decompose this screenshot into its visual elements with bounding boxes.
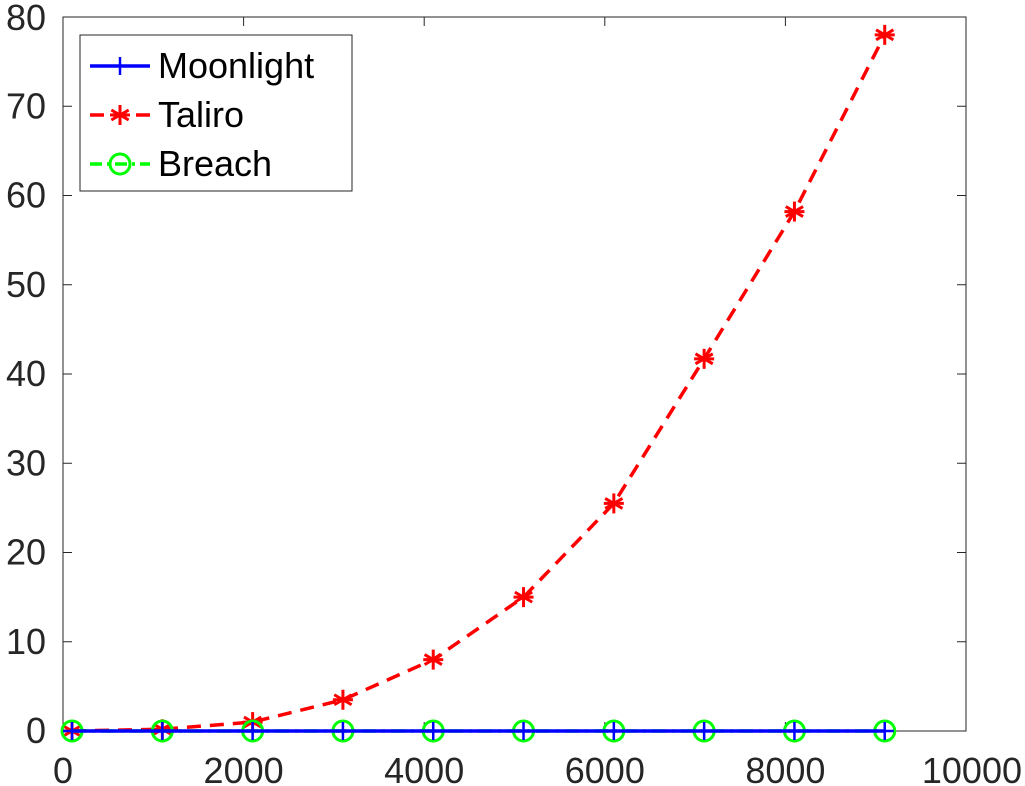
axis-ticks: 0 2000 4000 6000 8000 10000 0 10 20 30 40 50 60 70 80 [6,0,1022,786]
legend-marker-breach [108,152,132,176]
y-tick-label: 20 [6,532,46,573]
y-tick-label: 10 [6,621,46,662]
x-tick-label: 4000 [384,750,464,786]
taliro-line [71,34,887,733]
legend-label-moonlight: Moonlight [158,45,314,86]
legend-label-breach: Breach [158,143,272,184]
series-layer [60,24,897,743]
legend-label-taliro: Taliro [158,94,244,135]
x-tick-label: 8000 [745,750,825,786]
x-tick-label: 10000 [922,750,1022,786]
y-tick-label: 50 [6,264,46,305]
x-tick-label: 2000 [204,750,284,786]
y-tick-label: 70 [6,85,46,126]
y-tick-label: 30 [6,442,46,483]
y-tick-label: 0 [26,710,46,751]
x-tick-label: 0 [53,750,73,786]
moonlight-series [63,722,894,740]
y-tick-label: 40 [6,353,46,394]
y-tick-label: 80 [6,0,46,38]
x-tick-label: 6000 [565,750,645,786]
y-tick-label: 60 [6,175,46,216]
legend: Moonlight Taliro Breach [79,34,353,192]
